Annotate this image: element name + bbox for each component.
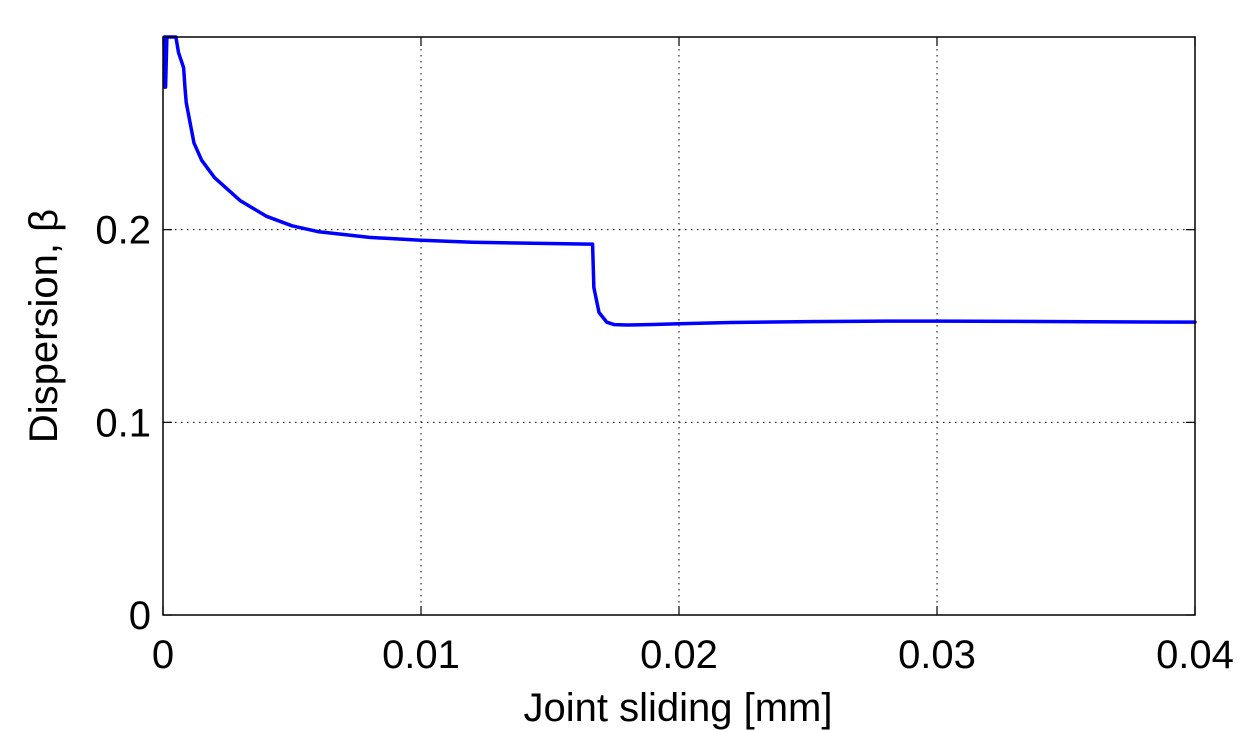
y-tick-label: 0	[129, 594, 151, 638]
y-tick-label: 0.1	[95, 401, 151, 445]
x-tick-label: 0	[152, 633, 174, 677]
x-axis-label: Joint sliding [mm]	[524, 686, 833, 730]
x-tick-label: 0.02	[640, 633, 718, 677]
x-tick-label: 0.04	[1156, 633, 1234, 677]
y-tick-label: 0.2	[95, 209, 151, 253]
series-line	[162, 35, 1197, 327]
y-axis-label: Dispersion, β	[22, 209, 66, 443]
series-group	[162, 35, 1197, 327]
x-tick-label: 0.03	[898, 633, 976, 677]
x-tick-label: 0.01	[382, 633, 460, 677]
plot-area-frame	[162, 36, 1196, 616]
grid-lines	[163, 37, 1195, 615]
x-tick-labels: 0 0.01 0.02 0.03 0.04	[152, 633, 1234, 677]
y-tick-labels: 0 0.1 0.2	[95, 209, 151, 638]
